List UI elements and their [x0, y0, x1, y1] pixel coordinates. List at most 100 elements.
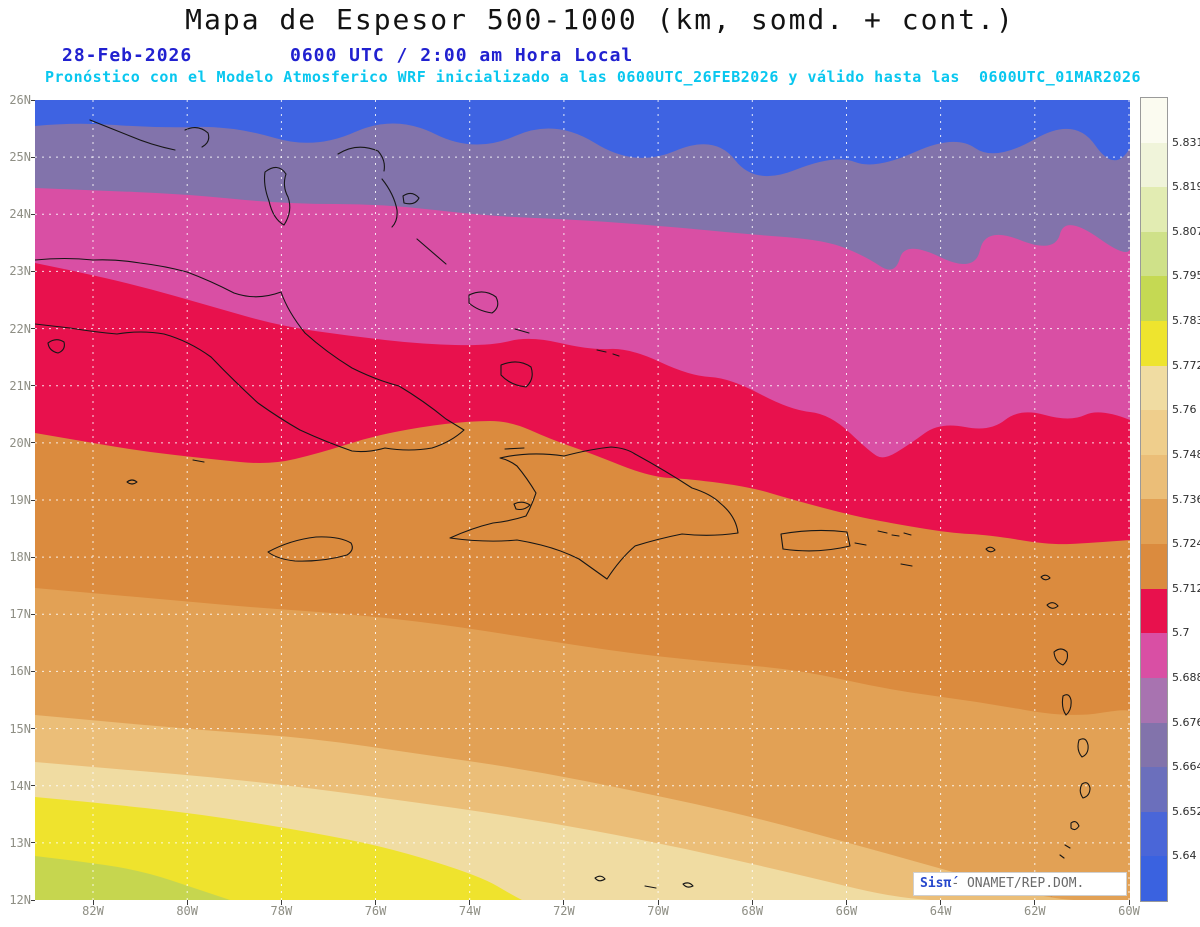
coast-jamaica — [267, 536, 353, 562]
colorbar-label: 5.7 — [1172, 626, 1190, 640]
colorbar-label: 5.807 — [1172, 224, 1200, 238]
colorbar-cell — [1141, 677, 1167, 723]
lon-tick — [186, 900, 188, 905]
colorbar-label: 5.772 — [1172, 358, 1200, 372]
lon-tick — [657, 900, 659, 905]
coast-andros — [263, 166, 291, 226]
colorbar-cell — [1141, 187, 1167, 232]
colorbar-cell — [1141, 499, 1167, 545]
lat-label: 22N — [9, 321, 31, 336]
lat-label: 15N — [9, 721, 31, 736]
lat-tick — [31, 499, 35, 501]
coast-long-island — [416, 238, 447, 265]
lon-tick — [563, 900, 565, 905]
lon-label: 82W — [82, 904, 104, 918]
coast-turks-caicos — [596, 349, 620, 357]
lon-label: 78W — [270, 904, 293, 918]
lon-label: 70W — [647, 904, 669, 918]
lon-tick — [280, 900, 282, 905]
coast-tortue — [504, 447, 525, 450]
lat-label: 18N — [9, 550, 31, 565]
lat-label: 24N — [9, 207, 31, 222]
colorbar-cell — [1141, 410, 1167, 455]
colorbar-cell — [1141, 722, 1167, 768]
lon-label: 68W — [741, 904, 764, 918]
watermark-brand: Sisπ́ — [920, 876, 952, 891]
coast-virgin-islands — [877, 530, 913, 567]
coast-puerto-rico — [780, 529, 867, 552]
lon-tick — [375, 900, 377, 905]
lat-label: 12N — [9, 893, 31, 907]
lat-tick — [31, 842, 35, 844]
coast-hispaniola — [449, 446, 739, 580]
colorbar-cell — [1141, 588, 1167, 634]
coast-gonave — [513, 501, 531, 511]
lat-tick — [31, 728, 35, 730]
colorbar-label: 5.76 — [1172, 403, 1197, 417]
colorbar-label: 5.664 — [1172, 760, 1200, 774]
colorbar-label: 5.676 — [1172, 715, 1200, 729]
colorbar-label: 5.795 — [1172, 269, 1200, 283]
lon-label: 74W — [458, 904, 481, 918]
lat-label: 17N — [9, 607, 31, 622]
lon-tick — [1034, 900, 1036, 905]
colorbar-label: 5.688 — [1172, 670, 1200, 684]
coast-florida-keys — [89, 119, 210, 151]
coast-lesser-antilles — [985, 546, 1091, 897]
coastlines — [35, 119, 1091, 897]
lat-tick — [31, 270, 35, 272]
colorbar-label: 5.712 — [1172, 581, 1200, 595]
coast-crooked-acklins — [468, 291, 499, 314]
lon-label: 64W — [929, 904, 952, 918]
lat-label: 26N — [9, 93, 31, 107]
colorbar-label: 5.724 — [1172, 537, 1200, 551]
coast-cuba — [35, 257, 465, 453]
lon-tick — [92, 900, 94, 905]
lon-label: 72W — [553, 904, 575, 918]
band-yellow — [35, 797, 522, 900]
colorbar-cell — [1141, 276, 1167, 322]
lat-tick — [31, 385, 35, 387]
forecast-time: 0600 UTC / 2:00 am Hora Local — [290, 45, 634, 66]
lat-label: 19N — [9, 493, 31, 507]
colorbar-cell — [1141, 365, 1167, 411]
coast-cat-island — [402, 192, 420, 205]
lat-tick — [31, 899, 35, 901]
colorbar — [1140, 97, 1168, 902]
colorbar-label: 5.652 — [1172, 804, 1200, 818]
coast-eleuthera — [337, 146, 398, 228]
forecast-date: 28-Feb-2026 — [62, 45, 193, 66]
colorbar-cell — [1141, 231, 1167, 277]
lat-tick — [31, 328, 35, 330]
colorbar-cell — [1141, 142, 1167, 188]
lat-label: 23N — [9, 264, 31, 279]
lat-tick — [31, 556, 35, 558]
colorbar-label: 5.831 — [1172, 135, 1200, 149]
colorbar-label: 5.748 — [1172, 447, 1200, 461]
lat-label: 13N — [9, 835, 31, 850]
colorbar-label: 5.736 — [1172, 492, 1200, 506]
colorbar-label: 5.64 — [1172, 849, 1197, 863]
coast-caymans — [126, 459, 205, 485]
band-green — [35, 856, 230, 900]
coast-abc-islands — [594, 875, 694, 889]
colorbar-cell — [1141, 767, 1167, 812]
coast-isla-juventud — [47, 339, 65, 354]
gridlines — [35, 100, 1130, 900]
colorbar-cell — [1141, 98, 1167, 143]
watermark: Sisπ́- ONAMET/REP.DOM. — [913, 872, 1127, 896]
lon-label: 62W — [1023, 904, 1046, 918]
colorbar-cell — [1141, 544, 1167, 589]
lat-tick — [31, 213, 35, 215]
lat-label: 25N — [9, 150, 31, 165]
coast-mayaguana — [514, 328, 530, 334]
coast-great-inagua — [500, 361, 533, 388]
lon-tick — [751, 900, 753, 905]
lon-label: 76W — [364, 904, 387, 918]
colorbar-cell — [1141, 811, 1167, 857]
lat-tick — [31, 670, 35, 672]
colorbar-cell — [1141, 633, 1167, 678]
lon-label: 66W — [835, 904, 858, 918]
thickness-map — [35, 100, 1130, 900]
